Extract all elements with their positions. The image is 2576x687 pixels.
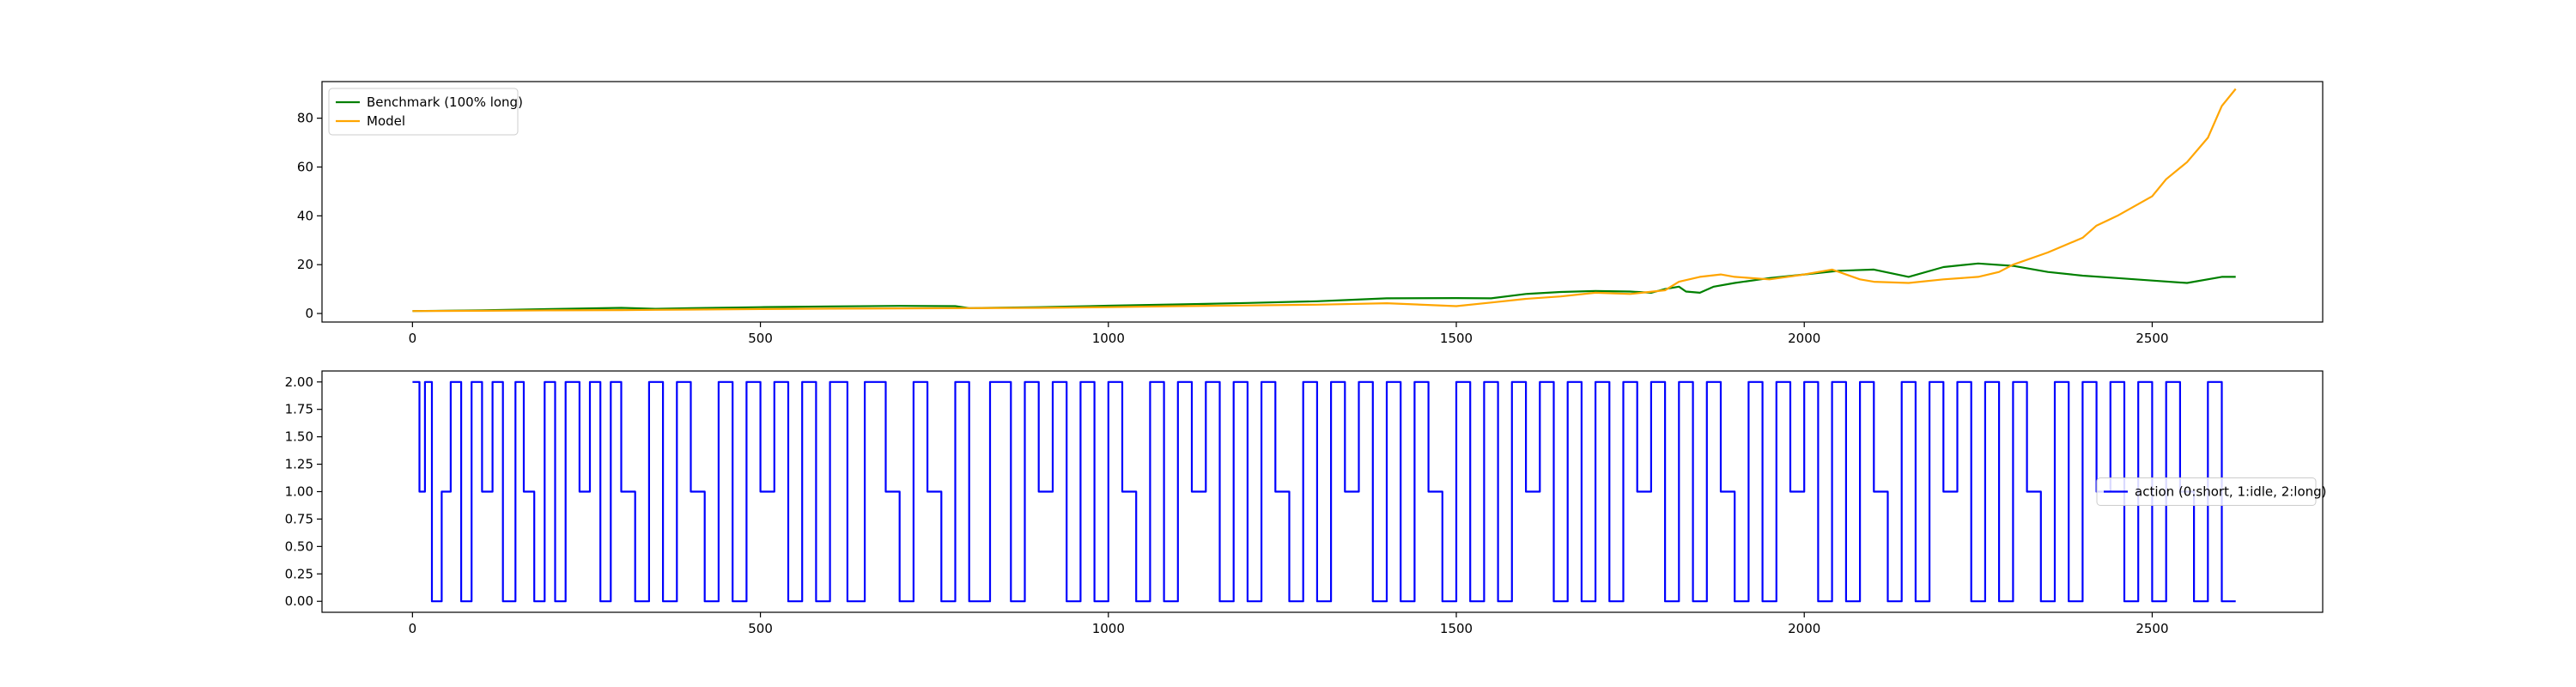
y-tick-label: 2.00 (285, 374, 313, 390)
y-tick-label: 1.00 (285, 484, 313, 500)
y-tick-label: 0 (305, 306, 313, 321)
x-tick-label: 0 (409, 331, 417, 346)
legend-box (2096, 477, 2317, 506)
x-tick-label: 1500 (1440, 331, 1473, 346)
legend: Benchmark (100% long) Model (328, 88, 523, 136)
x-tick-label: 1500 (1440, 621, 1473, 636)
x-tick-label: 2500 (2136, 331, 2168, 346)
legend: action (0:short, 1:idle, 2:long) (2096, 477, 2327, 506)
legend-label: Model (367, 113, 405, 129)
legend-box (328, 88, 519, 136)
y-tick-label: 0.25 (285, 566, 313, 581)
x-tick-label: 2000 (1788, 621, 1820, 636)
series-line-1 (412, 262, 2236, 313)
y-tick-label: 0.50 (285, 538, 313, 554)
axes-frame (321, 81, 2324, 323)
x-tick-label: 500 (748, 621, 773, 636)
legend-label: Benchmark (100% long) (367, 94, 523, 110)
bottom-axes: 0 500 1000 1500 2000 2500 0.00 0.25 0.50 0.75 1.00… (285, 370, 2327, 636)
y-tick-label: 1.25 (285, 457, 313, 472)
y-tick-label: 40 (297, 208, 313, 223)
y-tick-label: 0.00 (285, 593, 313, 609)
x-tick-label: 2500 (2136, 621, 2168, 636)
y-tick-label: 20 (297, 257, 313, 272)
y-tick-label: 1.75 (285, 402, 313, 417)
x-tick-label: 1000 (1092, 331, 1125, 346)
x-tick-label: 2000 (1788, 331, 1820, 346)
x-tick-label: 0 (409, 621, 417, 636)
series-line-1 (412, 380, 2236, 603)
y-tick-label: 1.50 (285, 429, 313, 445)
top-axes: 0 500 1000 1500 2000 2500 0 20 40 60 80 Benchmark (… (297, 81, 2324, 346)
y-tick-label: 0.75 (285, 511, 313, 526)
y-tick-label: 60 (297, 159, 313, 174)
series-line-2 (412, 88, 2237, 313)
legend-label: action (0:short, 1:idle, 2:long) (2135, 484, 2327, 500)
x-tick-label: 1000 (1092, 621, 1125, 636)
y-tick-label: 80 (297, 111, 313, 126)
x-tick-label: 500 (748, 331, 773, 346)
